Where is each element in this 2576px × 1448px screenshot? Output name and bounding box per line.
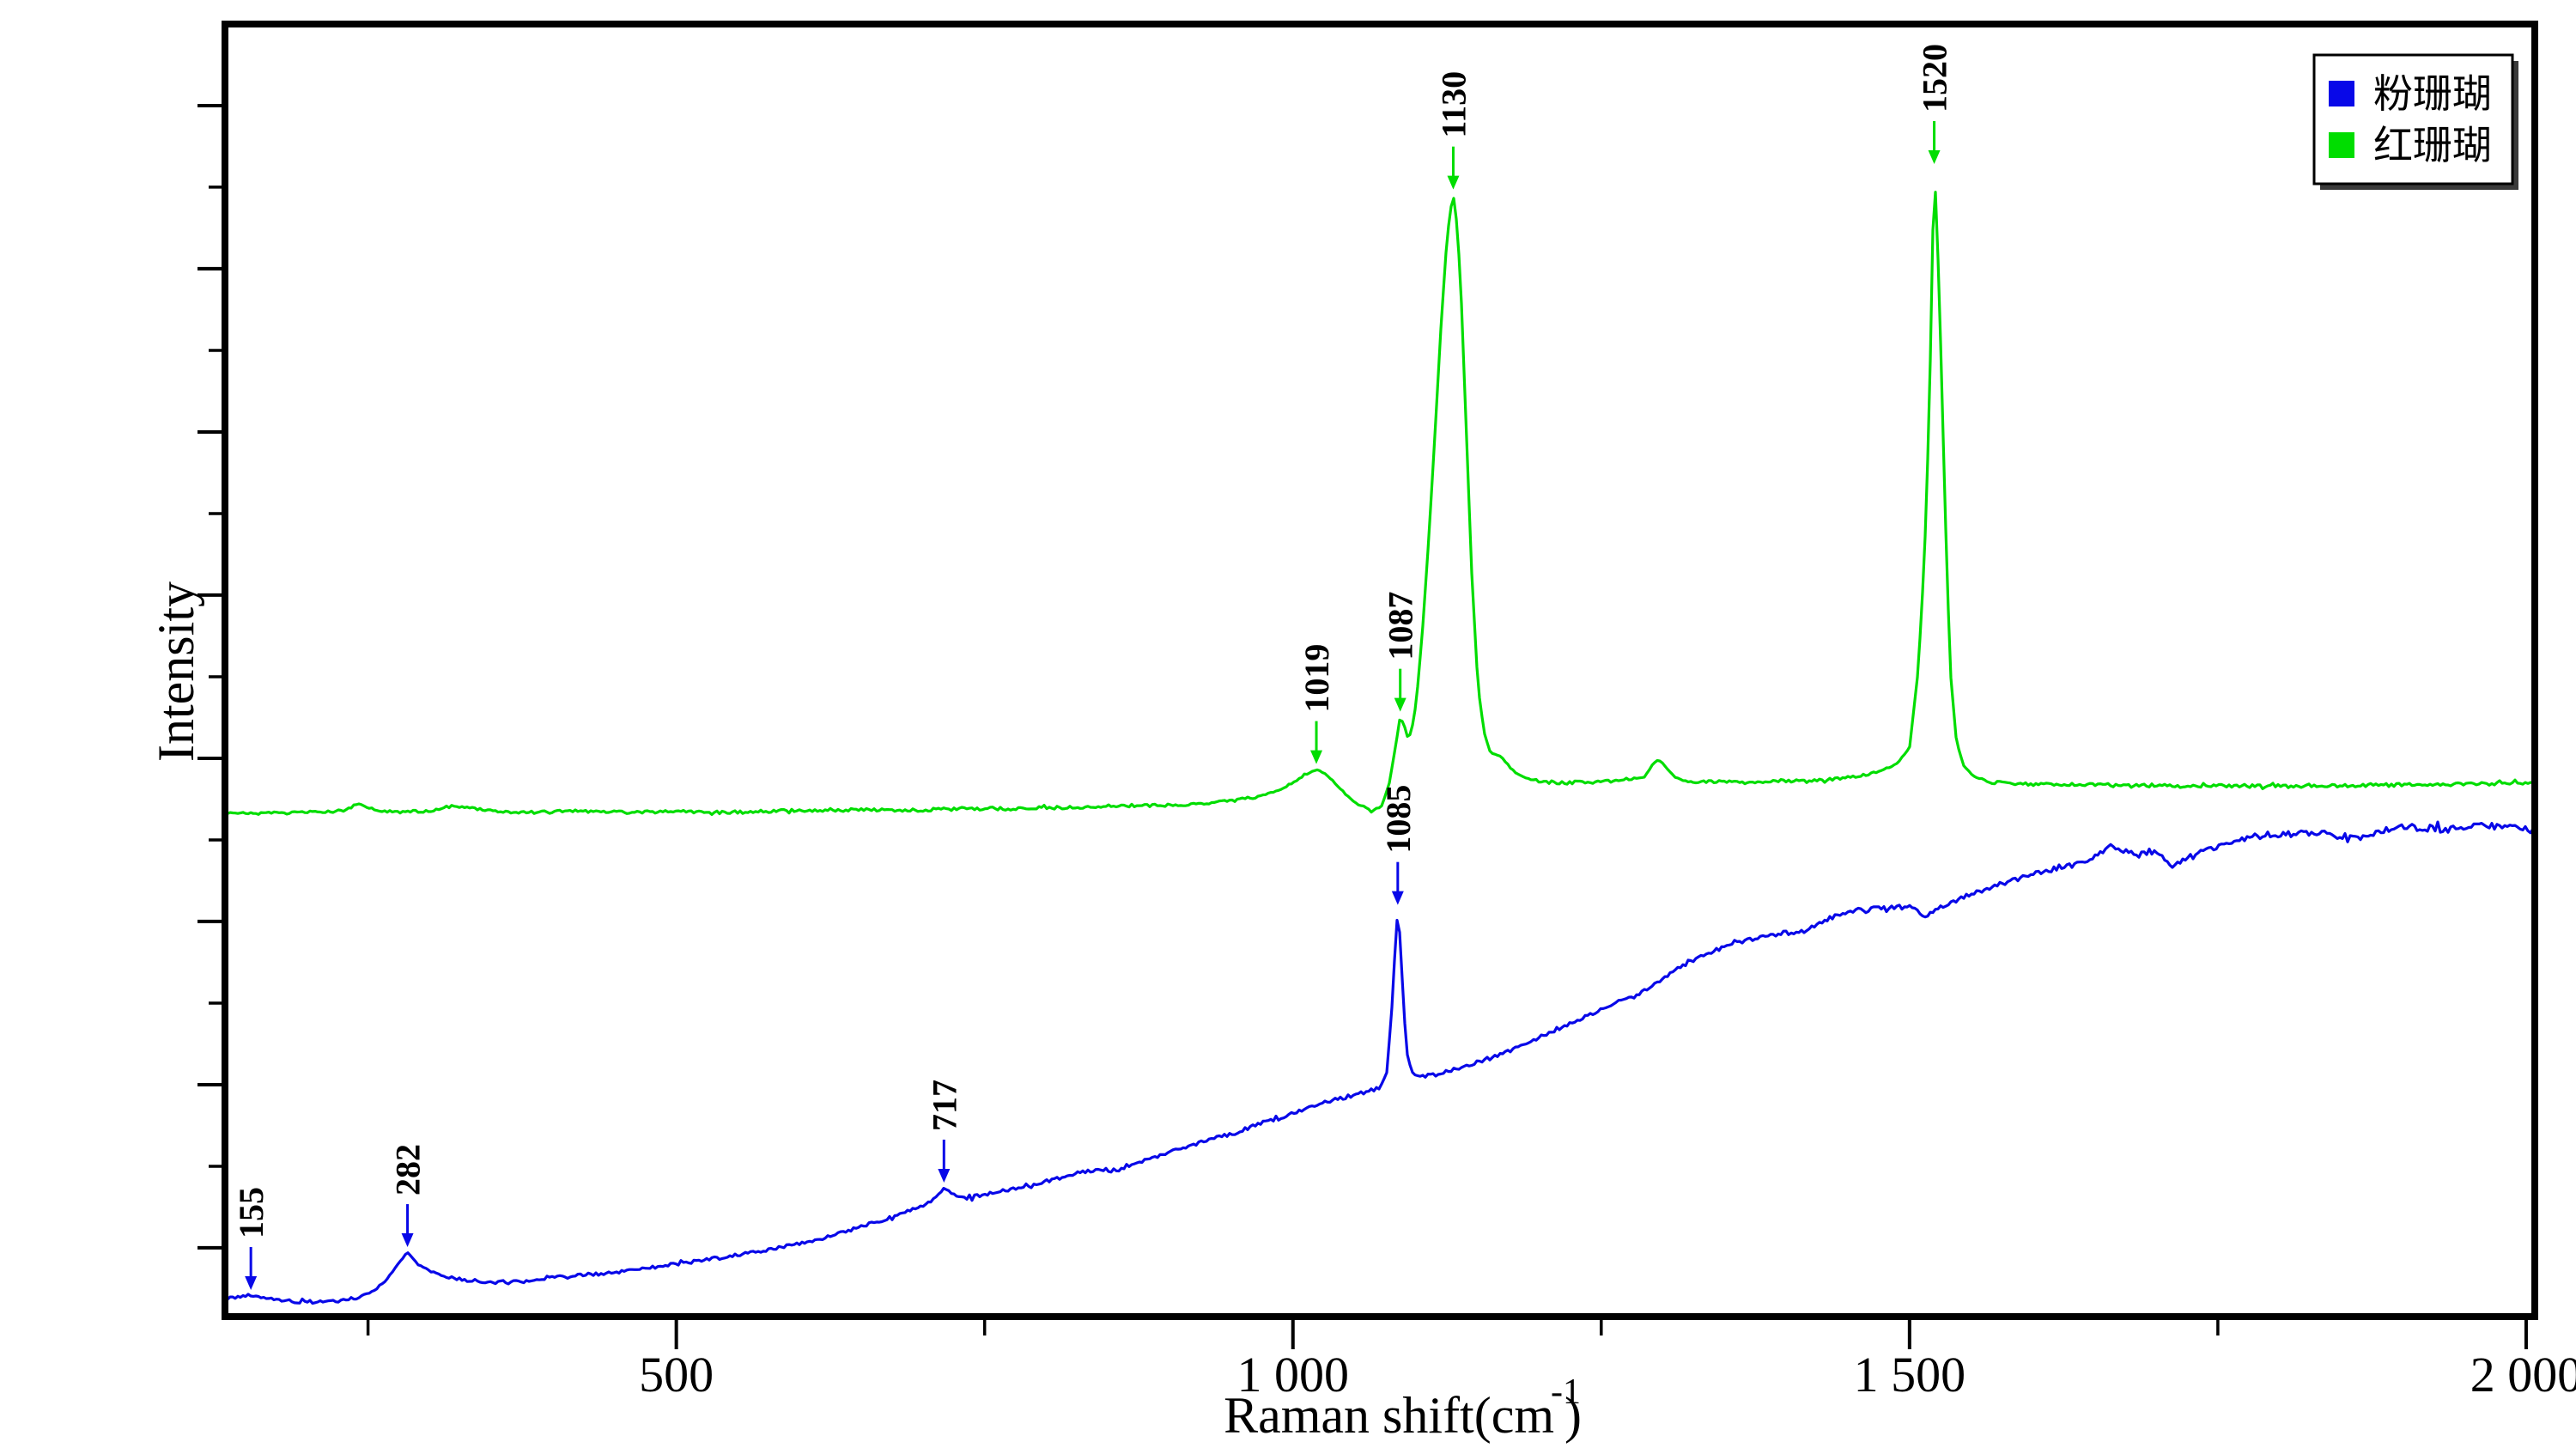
peak-label-1087: 1087	[1382, 592, 1420, 660]
peak-annotations: 155 282 717 1085 1019 1087 1130 1520	[232, 44, 1954, 1291]
peak-label-1520: 1520	[1916, 44, 1954, 113]
x-axis-tick-labels: 500 1 000 1 500 2 000	[639, 1347, 2576, 1402]
peak-annotation-717: 717	[925, 1080, 963, 1183]
x-tick-label-2000: 2 000	[2470, 1347, 2576, 1402]
peak-label-1019: 1019	[1297, 644, 1336, 713]
peak-arrowhead	[401, 1233, 414, 1248]
legend-label-粉珊瑚: 粉珊瑚	[2373, 72, 2492, 116]
series-curves	[224, 191, 2535, 1305]
x-axis-title: Raman shift(cm	[1224, 1387, 1554, 1444]
x-tick-label-1000: 1 000	[1236, 1347, 1349, 1402]
spectrum-curve-红珊瑚	[224, 191, 2534, 817]
peak-arrowhead	[938, 1168, 951, 1183]
x-tick-label-1500: 1 500	[1854, 1347, 1966, 1402]
legend-box	[2312, 53, 2514, 186]
peak-annotation-282: 282	[389, 1144, 428, 1248]
peak-label-282: 282	[389, 1144, 428, 1196]
peak-arrowhead	[1391, 891, 1404, 905]
x-axis-title-close-paren: )	[1564, 1387, 1582, 1444]
peak-label-1130: 1130	[1434, 71, 1473, 138]
peak-arrowhead	[1447, 175, 1460, 190]
legend-label-红珊瑚: 红珊瑚	[2373, 124, 2492, 167]
peak-annotation-1520: 1520	[1916, 44, 1954, 165]
peak-label-717: 717	[925, 1080, 963, 1131]
x-axis-title-superscript: -1	[1551, 1372, 1581, 1412]
peak-annotation-1130: 1130	[1434, 71, 1473, 190]
peak-arrowhead	[245, 1276, 258, 1291]
peak-label-1085: 1085	[1379, 785, 1418, 854]
peak-annotation-155: 155	[232, 1187, 270, 1291]
peak-arrowhead	[1310, 750, 1323, 764]
peak-label-155: 155	[232, 1187, 270, 1238]
legend-swatch-红珊瑚	[2329, 132, 2354, 158]
peak-annotation-1087: 1087	[1382, 592, 1420, 712]
peak-annotation-1085: 1085	[1379, 785, 1418, 905]
x-axis-ticks	[366, 1317, 2528, 1349]
y-axis-title: Intensity	[148, 581, 204, 762]
x-tick-label-500: 500	[639, 1347, 714, 1402]
peak-arrowhead	[1394, 697, 1406, 712]
peak-annotation-1019: 1019	[1297, 644, 1336, 764]
legend-swatch-粉珊瑚	[2329, 81, 2354, 106]
spectrum-curve-粉珊瑚	[224, 820, 2535, 1305]
peak-arrowhead	[1928, 150, 1941, 165]
plot-border	[222, 21, 2538, 1320]
y-axis-ticks	[197, 103, 225, 1250]
